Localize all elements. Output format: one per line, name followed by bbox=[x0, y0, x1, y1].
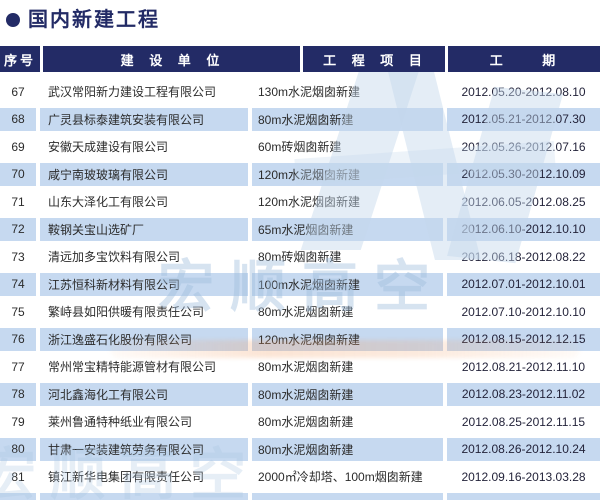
cell-period: 2012.08.23-2012.11.02 bbox=[447, 382, 600, 406]
cell-company: 鞍钢关宝山选矿厂 bbox=[40, 217, 248, 241]
cell-period: 2012.06.10-2012.10.10 bbox=[447, 217, 600, 241]
cell-project: 130m水泥烟囱新建 bbox=[252, 80, 443, 104]
cell-company: 河北鑫海化工有限公司 bbox=[40, 382, 248, 406]
table-row: 75 繁峙县如阳供暖有限责任公司 80m水泥烟囱新建 2012.07.10-2012.… bbox=[0, 298, 600, 326]
bullet-icon bbox=[6, 13, 20, 27]
cell-period: 2012.05.26-2012.07.16 bbox=[447, 135, 600, 159]
cell-company: 清远加多宝饮料有限公司 bbox=[40, 245, 248, 269]
cell-company: 浙江逸盛石化股份有限公司 bbox=[40, 327, 248, 351]
cell-company: 武汉常阳新力建设工程有限公司 bbox=[40, 80, 248, 104]
cell-no: 69 bbox=[0, 135, 36, 159]
cell-company: 常州常宝精特能源管材有限公司 bbox=[40, 355, 248, 379]
cell-project: 80m水泥烟囱新建 bbox=[252, 437, 443, 461]
header-no: 序号 bbox=[0, 46, 40, 72]
header-project: 工 程 项 目 bbox=[303, 46, 445, 72]
table-row: 72 鞍钢关宝山选矿厂 65m水泥烟囱新建 2012.06.10-2012.10.10 bbox=[0, 216, 600, 244]
cell-project bbox=[252, 492, 443, 500]
cell-no: 78 bbox=[0, 382, 36, 406]
cell-period: 2012.05.30-2012.10.09 bbox=[447, 162, 600, 186]
table-row: 80 甘肃一安装建筑劳务有限公司 80m水泥烟囱新建 2012.08.26-2012.… bbox=[0, 436, 600, 464]
cell-no: 67 bbox=[0, 80, 36, 104]
cell-company bbox=[40, 492, 248, 500]
cell-no: 80 bbox=[0, 437, 36, 461]
cell-period: 2012.08.25-2012.11.15 bbox=[447, 410, 600, 434]
cell-period: 2012.08.21-2012.11.10 bbox=[447, 355, 600, 379]
cell-project: 80m水泥烟囱新建 bbox=[252, 300, 443, 324]
table-row: 74 江苏恒科新材料有限公司 100m水泥烟囱新建 2012.07.01-2012.1… bbox=[0, 271, 600, 299]
cell-project: 80m水泥烟囱新建 bbox=[252, 355, 443, 379]
cell-project: 2000㎡冷却塔、100m烟囱新建 bbox=[252, 465, 443, 489]
cell-company: 繁峙县如阳供暖有限责任公司 bbox=[40, 300, 248, 324]
table-row: 77 常州常宝精特能源管材有限公司 80m水泥烟囱新建 2012.08.21-2012… bbox=[0, 353, 600, 381]
table-body: 67 武汉常阳新力建设工程有限公司 130m水泥烟囱新建 2012.05.20-201… bbox=[0, 78, 600, 500]
table-row: 67 武汉常阳新力建设工程有限公司 130m水泥烟囱新建 2012.05.20-201… bbox=[0, 78, 600, 106]
cell-no bbox=[0, 492, 36, 500]
cell-no: 70 bbox=[0, 162, 36, 186]
cell-company: 山东大泽化工有限公司 bbox=[40, 190, 248, 214]
cell-project: 120m水泥烟囱新建 bbox=[252, 327, 443, 351]
cell-project: 120m水泥烟囱新建 bbox=[252, 162, 443, 186]
header-period: 工 期 bbox=[448, 46, 600, 72]
table-row: 68 广灵县标泰建筑安装有限公司 80m水泥烟囱新建 2012.05.21-2012.… bbox=[0, 106, 600, 134]
cell-company: 广灵县标泰建筑安装有限公司 bbox=[40, 107, 248, 131]
cell-company: 咸宁南玻玻璃有限公司 bbox=[40, 162, 248, 186]
cell-no: 77 bbox=[0, 355, 36, 379]
table-row: 78 河北鑫海化工有限公司 80m水泥烟囱新建 2012.08.23-2012.11.… bbox=[0, 381, 600, 409]
cell-period: 2012.08.15-2012.12.15 bbox=[447, 327, 600, 351]
cell-company: 镇江新华电集团有限责任公司 bbox=[40, 465, 248, 489]
cell-no: 75 bbox=[0, 300, 36, 324]
cell-no: 68 bbox=[0, 107, 36, 131]
cell-project: 65m水泥烟囱新建 bbox=[252, 217, 443, 241]
cell-period: 2012.07.01-2012.10.01 bbox=[447, 272, 600, 296]
table-row: 73 清远加多宝饮料有限公司 80m砖烟囱新建 2012.06.18-2012.08.… bbox=[0, 243, 600, 271]
cell-period: 2012.06.05-2012.08.25 bbox=[447, 190, 600, 214]
cell-project: 80m水泥烟囱新建 bbox=[252, 107, 443, 131]
cell-project: 100m水泥烟囱新建 bbox=[252, 272, 443, 296]
cell-no: 79 bbox=[0, 410, 36, 434]
header-company: 建 设 单 位 bbox=[43, 46, 300, 72]
cell-period: 2012.05.21-2012.07.30 bbox=[447, 107, 600, 131]
table-row: 76 浙江逸盛石化股份有限公司 120m水泥烟囱新建 2012.08.15-2012.… bbox=[0, 326, 600, 354]
cell-no: 76 bbox=[0, 327, 36, 351]
table-row: 69 安徽天成建设有限公司 60m砖烟囱新建 2012.05.26-2012.07.1… bbox=[0, 133, 600, 161]
cell-period: 2012.06.18-2012.08.22 bbox=[447, 245, 600, 269]
table-row: 79 莱州鲁通特种纸业有限公司 80m水泥烟囱新建 2012.08.25-2012.1… bbox=[0, 408, 600, 436]
cell-no: 81 bbox=[0, 465, 36, 489]
page-title-bar: 国内新建工程 bbox=[6, 8, 160, 32]
cell-no: 71 bbox=[0, 190, 36, 214]
page-title: 国内新建工程 bbox=[28, 9, 160, 31]
cell-company: 甘肃一安装建筑劳务有限公司 bbox=[40, 437, 248, 461]
cell-project: 120m水泥烟囱新建 bbox=[252, 190, 443, 214]
cell-no: 72 bbox=[0, 217, 36, 241]
table-row: 81 镇江新华电集团有限责任公司 2000㎡冷却塔、100m烟囱新建 2012.09.… bbox=[0, 463, 600, 491]
cell-company: 莱州鲁通特种纸业有限公司 bbox=[40, 410, 248, 434]
cell-period: 2012.08.26-2012.10.24 bbox=[447, 437, 600, 461]
cell-period: 2012.09.16-2013.03.28 bbox=[447, 465, 600, 489]
cell-company: 安徽天成建设有限公司 bbox=[40, 135, 248, 159]
table-row-partial bbox=[0, 491, 600, 500]
table-header-row: 序号 建 设 单 位 工 程 项 目 工 期 bbox=[0, 46, 600, 72]
cell-project: 60m砖烟囱新建 bbox=[252, 135, 443, 159]
cell-project: 80m水泥烟囱新建 bbox=[252, 382, 443, 406]
cell-period: 2012.07.10-2012.10.10 bbox=[447, 300, 600, 324]
cell-project: 80m砖烟囱新建 bbox=[252, 245, 443, 269]
cell-company: 江苏恒科新材料有限公司 bbox=[40, 272, 248, 296]
table-row: 71 山东大泽化工有限公司 120m水泥烟囱新建 2012.06.05-2012.08… bbox=[0, 188, 600, 216]
cell-period bbox=[447, 492, 600, 500]
cell-no: 73 bbox=[0, 245, 36, 269]
table-row: 70 咸宁南玻玻璃有限公司 120m水泥烟囱新建 2012.05.30-2012.10… bbox=[0, 161, 600, 189]
cell-period: 2012.05.20-2012.08.10 bbox=[447, 80, 600, 104]
cell-no: 74 bbox=[0, 272, 36, 296]
cell-project: 80m水泥烟囱新建 bbox=[252, 410, 443, 434]
